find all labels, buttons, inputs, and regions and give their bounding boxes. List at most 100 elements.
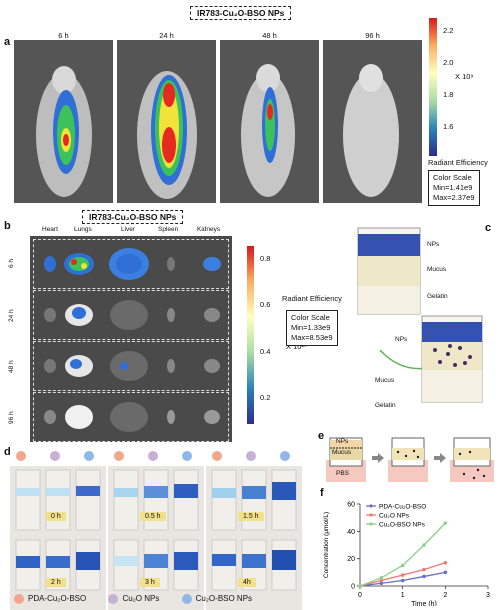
data-point bbox=[379, 578, 384, 583]
tube-panel-0.5h bbox=[108, 466, 204, 538]
data-point bbox=[379, 581, 384, 586]
transwell-schematic bbox=[326, 437, 494, 482]
colorbar-a-unit: X 10⁹ bbox=[455, 72, 474, 81]
colorbar-a-tick: 1.8 bbox=[443, 90, 454, 99]
data-point bbox=[400, 578, 405, 583]
panel-c-label: c bbox=[485, 222, 492, 234]
legend-label: Cu₂O NPs bbox=[379, 512, 410, 519]
panel-e-label: e bbox=[318, 430, 325, 442]
concentration-line-chart: 0 1 2 3 0 20 40 60 Time (h) Concentration (μmol/L… bbox=[323, 502, 490, 607]
organ-label-kidneys: Kidneys bbox=[197, 226, 221, 233]
panel-b-label: b bbox=[4, 220, 11, 232]
layer-label-pbs: PBS bbox=[336, 470, 350, 477]
organ-time-48h: 48 h bbox=[8, 360, 15, 373]
schematic-bottom-mucus: Mucus bbox=[375, 377, 395, 384]
schematic-top-gelatin: Gelatin bbox=[427, 293, 448, 300]
y-axis-title: Concentration (μmol/L) bbox=[323, 512, 330, 578]
colorbar-b-scale-box: Color Scale Min=1.33e9 Max=8.53e9 bbox=[286, 310, 338, 346]
x-tick-label: 1 bbox=[401, 592, 405, 599]
dot-bso-3 bbox=[280, 451, 290, 461]
colorbar-b-scale-min: Min=1.33e9 bbox=[291, 323, 331, 332]
dot-bso-1 bbox=[84, 451, 94, 461]
legend-label-bso: Cu₂O-BSO NPs bbox=[195, 594, 253, 604]
schematic-bottom-gelatin: Gelatin bbox=[375, 402, 396, 409]
tube-dots-row bbox=[10, 451, 310, 463]
data-point bbox=[422, 574, 426, 579]
colorbar-a-scale-box: Color Scale Min=1.41e9 Max=2.37e9 bbox=[428, 170, 480, 206]
mucus-diffusion-schematic bbox=[357, 227, 483, 403]
data-point bbox=[422, 543, 426, 547]
panel-a-title: IR783-Cu₂O-BSO NPs bbox=[190, 6, 292, 20]
dot-bso-2 bbox=[182, 451, 192, 461]
tube-panel-4h bbox=[206, 538, 302, 610]
mouse-image-6h bbox=[14, 40, 113, 203]
time-tag-0h: 0 h bbox=[46, 512, 66, 521]
panel-d-label: d bbox=[4, 446, 11, 458]
time-tag-3h: 3 h bbox=[140, 578, 160, 587]
dot-cu2o-1 bbox=[50, 451, 60, 461]
organ-time-6h: 6 h bbox=[8, 258, 15, 268]
layer-label-mucus: Mucus bbox=[332, 449, 352, 456]
colorbar-a-title: Radiant Efficiency bbox=[428, 158, 488, 167]
time-tag-0.5h: 0.5 h bbox=[140, 512, 166, 521]
colorbar-b-tick: 0.6 bbox=[260, 300, 271, 309]
colorbar-a-scale-min: Min=1.41e9 bbox=[433, 183, 473, 192]
mouse-image-96h bbox=[323, 40, 422, 203]
dot-pda-1 bbox=[16, 451, 26, 461]
dot-pda-3 bbox=[212, 451, 222, 461]
dot-pda-2 bbox=[114, 451, 124, 461]
schematic-bottom-nps: NPs bbox=[395, 336, 408, 343]
dot-cu2o-3 bbox=[246, 451, 256, 461]
colorbar-b-tick: 0.2 bbox=[260, 393, 271, 402]
colorbar-a-scale-title: Color Scale bbox=[433, 173, 472, 182]
data-point bbox=[443, 570, 448, 575]
colorbar-b-scale-max: Max=8.53e9 bbox=[291, 333, 333, 342]
organ-row-24h bbox=[33, 290, 229, 340]
time-tag-1.5h: 1.5 h bbox=[238, 512, 264, 521]
panel-a-label: a bbox=[4, 36, 11, 48]
colorbar-b-title-visible: Radiant Efficiency bbox=[282, 294, 342, 303]
legend-dot-bso bbox=[181, 594, 192, 604]
organ-label-lungs: Lungs bbox=[74, 226, 92, 233]
colorbar-a-tick: 2.2 bbox=[443, 26, 454, 35]
organ-row-96h bbox=[33, 392, 229, 442]
data-point bbox=[443, 560, 448, 565]
mouse-image-48h bbox=[220, 40, 319, 203]
colorbar-b-scale-title: Color Scale bbox=[291, 313, 330, 322]
mouse-time-label: 96 h bbox=[365, 31, 380, 40]
data-point bbox=[379, 576, 384, 580]
colorbar-a-scale-max: Max=2.37e9 bbox=[433, 193, 475, 202]
x-tick-label: 2 bbox=[443, 592, 447, 599]
mouse-image-24h bbox=[117, 40, 216, 203]
legend-label-pda: PDA-Cu₂O-BSO bbox=[28, 594, 87, 604]
x-tick-label: 0 bbox=[358, 592, 362, 599]
panel-d-legend: PDA-Cu₂O-BSO Cu₂O NPs Cu₂O-BSO NPs bbox=[14, 594, 252, 604]
legend-label: Cu₂O-BSO NPs bbox=[379, 521, 426, 528]
legend-marker bbox=[369, 513, 373, 517]
legend-marker bbox=[369, 522, 373, 526]
legend-label: PDA-Cu₂O-BSO bbox=[379, 503, 426, 510]
time-tag-4h: 4h bbox=[238, 578, 256, 587]
organ-time-24h: 24 h bbox=[8, 309, 15, 322]
tube-panel-1.5h bbox=[206, 466, 302, 538]
colorbar-b-tick: 0.8 bbox=[260, 254, 271, 263]
legend-dot-pda bbox=[14, 594, 24, 604]
mouse-time-label: 48 h bbox=[262, 31, 277, 40]
organ-time-96h: 96 h bbox=[8, 411, 15, 424]
data-point bbox=[400, 573, 405, 577]
organ-row-48h bbox=[33, 341, 229, 391]
colorbar-a-tick: 2.0 bbox=[443, 58, 454, 67]
organ-label-heart: Heart bbox=[42, 226, 58, 233]
data-point bbox=[400, 563, 405, 568]
data-point bbox=[422, 567, 426, 572]
panel-f-label: f bbox=[320, 487, 324, 499]
mouse-time-label: 6 h bbox=[58, 31, 69, 40]
x-axis-title: Time (h) bbox=[411, 601, 437, 606]
schematic-top-nps: NPs bbox=[427, 241, 440, 248]
schematic-top-mucus: Mucus bbox=[427, 266, 447, 273]
y-tick-label: 60 bbox=[347, 502, 355, 509]
time-tag-2h: 2 h bbox=[46, 578, 66, 587]
y-tick-label: 40 bbox=[347, 529, 355, 536]
legend-label-cu2o: Cu₂O NPs bbox=[122, 594, 160, 604]
y-tick-label: 20 bbox=[347, 556, 355, 563]
